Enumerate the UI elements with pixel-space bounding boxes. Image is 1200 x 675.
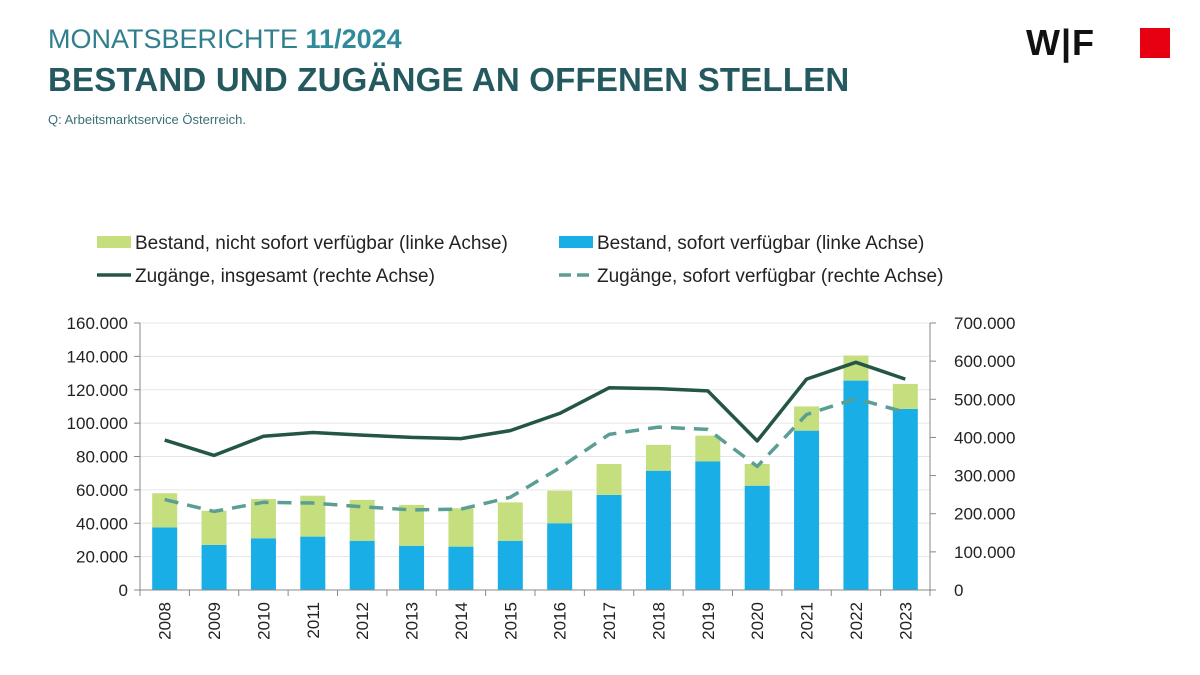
bar-sofort-verfuegbar xyxy=(596,494,622,590)
left-axis-tick-label: 160.000 xyxy=(67,314,128,333)
right-axis-tick-label: 100.000 xyxy=(954,543,1015,562)
bar-nicht-sofort-verfuegbar xyxy=(794,406,820,431)
x-axis-tick-label: 2018 xyxy=(649,602,668,640)
x-axis-tick-label: 2010 xyxy=(254,602,273,640)
x-axis-tick-label: 2016 xyxy=(551,602,570,640)
bar-sofort-verfuegbar xyxy=(152,527,178,590)
x-axis-tick-label: 2020 xyxy=(748,602,767,640)
bar-sofort-verfuegbar xyxy=(794,430,820,590)
left-axis-tick-label: 40.000 xyxy=(76,514,128,533)
bar-nicht-sofort-verfuegbar xyxy=(695,435,721,462)
bar-sofort-verfuegbar xyxy=(695,461,721,590)
line-zugaenge-sofort-verfuegbar xyxy=(164,396,906,514)
bar-sofort-verfuegbar xyxy=(497,540,523,590)
page-title: BESTAND UND ZUGÄNGE AN OFFENEN STELLEN xyxy=(48,61,850,98)
x-axis-tick-label: 2013 xyxy=(403,602,422,640)
left-axis-tick-label: 120.000 xyxy=(67,381,128,400)
bar-sofort-verfuegbar xyxy=(645,470,671,590)
right-axis-tick-label: 200.000 xyxy=(954,505,1015,524)
x-axis-tick-label: 2009 xyxy=(205,602,224,640)
bar-nicht-sofort-verfuegbar xyxy=(250,499,276,539)
bar-sofort-verfuegbar xyxy=(448,546,474,590)
line-zugaenge-insgesamt xyxy=(164,360,906,458)
left-axis-tick-label: 100.000 xyxy=(67,414,128,433)
left-axis-tick-label: 20.000 xyxy=(76,548,128,567)
legend-item-nicht-sofort-label: Bestand, nicht sofort verfügbar (linke A… xyxy=(135,233,508,254)
x-axis-tick-label: 2008 xyxy=(156,602,175,640)
x-axis-tick-label: 2023 xyxy=(896,602,915,640)
bar-nicht-sofort-verfuegbar xyxy=(892,383,918,409)
bar-nicht-sofort-verfuegbar xyxy=(645,444,671,471)
bar-sofort-verfuegbar xyxy=(547,523,573,590)
x-axis-tick-label: 2022 xyxy=(847,602,866,640)
x-axis-tick-label: 2015 xyxy=(501,602,520,640)
bar-nicht-sofort-verfuegbar xyxy=(547,490,573,524)
bar-nicht-sofort-verfuegbar xyxy=(497,502,523,541)
bar-sofort-verfuegbar xyxy=(349,540,375,590)
bar-sofort-verfuegbar xyxy=(201,544,227,590)
bar-sofort-verfuegbar xyxy=(300,536,326,590)
bar-nicht-sofort-verfuegbar xyxy=(448,508,474,547)
right-axis-tick-label: 0 xyxy=(954,581,963,600)
left-axis-tick-label: 80.000 xyxy=(76,448,128,467)
left-axis-tick-label: 140.000 xyxy=(67,347,128,366)
bar-sofort-verfuegbar xyxy=(399,545,425,590)
x-axis-tick-label: 2012 xyxy=(353,602,372,640)
bar-nicht-sofort-verfuegbar xyxy=(843,355,869,381)
right-axis-tick-label: 700.000 xyxy=(954,314,1015,333)
right-axis-tick-label: 600.000 xyxy=(954,352,1015,371)
legend-item-sofort-swatch xyxy=(559,236,593,248)
bar-sofort-verfuegbar xyxy=(250,538,276,590)
legend-item-zugaenge-insgesamt-label: Zugänge, insgesamt (rechte Achse) xyxy=(135,266,435,287)
legend-item-sofort-label: Bestand, sofort verfügbar (linke Achse) xyxy=(597,233,924,254)
legend-item-zugaenge-sofort-label: Zugänge, sofort verfügbar (rechte Achse) xyxy=(597,266,943,287)
bar-nicht-sofort-verfuegbar xyxy=(744,464,770,486)
x-axis-tick-label: 2017 xyxy=(600,602,619,640)
bar-sofort-verfuegbar xyxy=(744,485,770,590)
bar-nicht-sofort-verfuegbar xyxy=(399,504,425,546)
right-axis-tick-label: 300.000 xyxy=(954,467,1015,486)
report-issue: 11/2024 xyxy=(305,24,402,54)
left-axis-tick-label: 60.000 xyxy=(76,481,128,500)
x-axis-tick-label: 2021 xyxy=(798,602,817,640)
source-note: Q: Arbeitsmarktservice Österreich. xyxy=(48,112,246,127)
bar-sofort-verfuegbar xyxy=(843,380,869,590)
right-axis-tick-label: 400.000 xyxy=(954,428,1015,447)
bar-nicht-sofort-verfuegbar xyxy=(201,510,227,545)
header: MONATSBERICHTE 11/2024 BESTAND UND ZUGÄN… xyxy=(48,22,948,127)
x-axis-tick-label: 2011 xyxy=(304,602,323,639)
x-axis-tick-label: 2014 xyxy=(452,602,471,640)
wifo-logo-square xyxy=(1140,28,1170,58)
bar-nicht-sofort-verfuegbar xyxy=(152,493,178,528)
x-axis-tick-label: 2019 xyxy=(699,602,718,640)
right-axis-tick-label: 500.000 xyxy=(954,390,1015,409)
report-line: MONATSBERICHTE 11/2024 xyxy=(48,22,948,56)
bar-sofort-verfuegbar xyxy=(892,408,918,590)
legend-item-nicht-sofort-swatch xyxy=(97,236,131,248)
wifo-logo-text: W|F xyxy=(1026,22,1096,63)
left-axis-tick-label: 0 xyxy=(119,581,128,600)
bar-nicht-sofort-verfuegbar xyxy=(596,464,622,495)
report-prefix: MONATSBERICHTE xyxy=(48,24,299,54)
